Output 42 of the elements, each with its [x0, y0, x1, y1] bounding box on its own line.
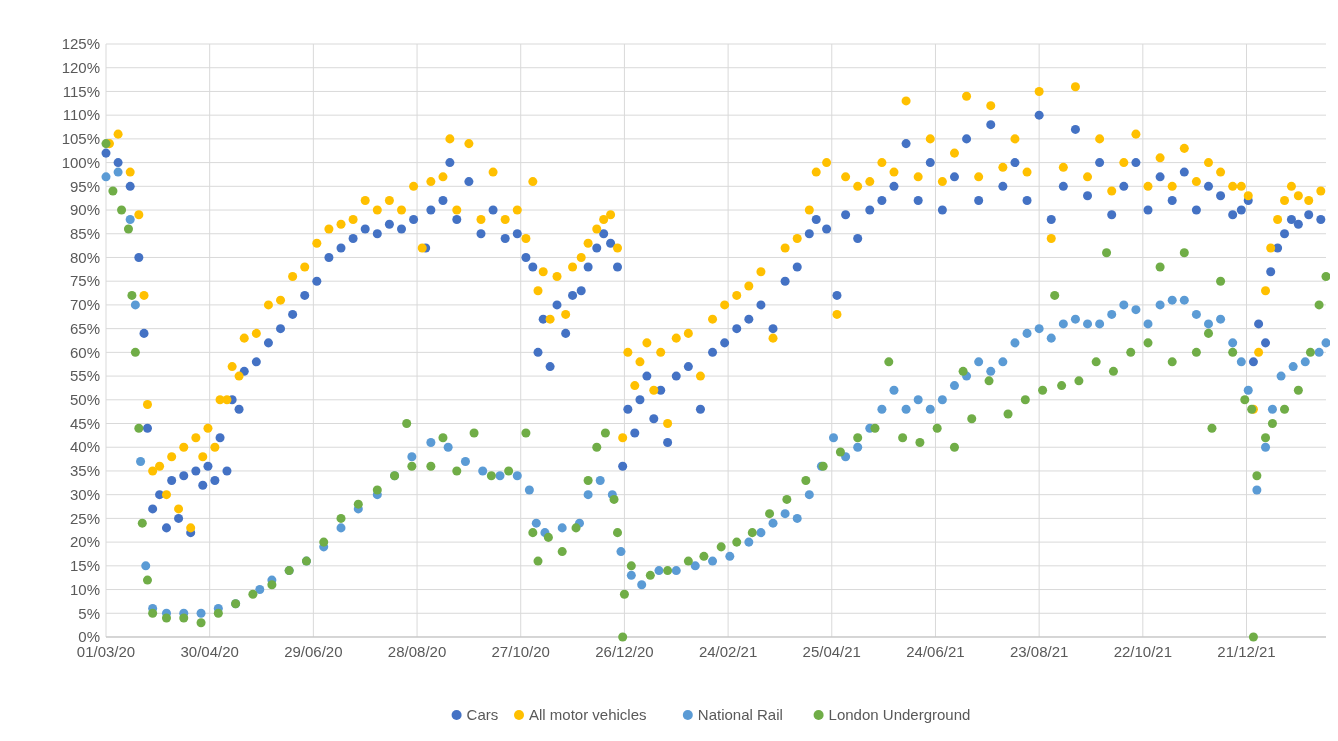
legend-label: London Underground [828, 706, 971, 724]
y-tick-label: 125% [61, 35, 100, 53]
x-tick-label: 27/10/20 [491, 643, 550, 660]
legend-label: Cars [466, 706, 499, 724]
y-tick-label: 120% [61, 58, 100, 76]
y-tick-label: 75% [69, 272, 100, 290]
y-tick-label: 25% [69, 509, 100, 527]
y-tick-label: 105% [61, 130, 100, 148]
x-tick-label: 22/10/21 [1113, 643, 1173, 660]
y-tick-label: 95% [69, 177, 100, 195]
x-tick-label: 25/04/21 [802, 643, 861, 660]
x-tick-label: 23/08/21 [1009, 643, 1069, 660]
x-tick-label: 29/06/20 [284, 643, 343, 660]
y-tick-label: 45% [69, 414, 100, 432]
y-tick-label: 0% [78, 628, 100, 646]
y-tick-label: 20% [69, 533, 100, 551]
x-tick-label: 28/08/20 [387, 643, 447, 660]
legend-label: National Rail [697, 706, 783, 724]
legend-label: All motor vehicles [529, 706, 647, 724]
y-tick-label: 40% [69, 438, 100, 456]
y-tick-label: 80% [69, 248, 100, 266]
y-tick-label: 70% [69, 296, 100, 314]
y-tick-label: 85% [69, 225, 100, 243]
x-tick-label: 24/02/21 [698, 643, 758, 660]
y-tick-label: 90% [69, 201, 100, 219]
y-tick-label: 115% [62, 82, 100, 100]
y-tick-label: 15% [69, 557, 100, 575]
y-tick-label: 55% [69, 367, 100, 385]
y-tick-label: 35% [69, 462, 100, 480]
y-tick-label: 100% [61, 153, 100, 171]
x-tick-label: 24/06/21 [906, 643, 965, 660]
x-tick-label: 30/04/20 [180, 643, 239, 660]
x-tick-label: 26/12/20 [595, 643, 654, 660]
y-tick-label: 65% [69, 319, 100, 337]
x-tick-label: 21/12/21 [1217, 643, 1276, 660]
y-tick-label: 30% [69, 485, 100, 503]
y-tick-label: 10% [69, 580, 100, 598]
x-tick-label: 01/03/20 [76, 643, 136, 660]
y-tick-label: 110% [62, 106, 100, 124]
y-tick-label: 60% [69, 343, 100, 361]
y-tick-label: 50% [69, 391, 100, 409]
y-tick-label: 5% [78, 604, 100, 622]
